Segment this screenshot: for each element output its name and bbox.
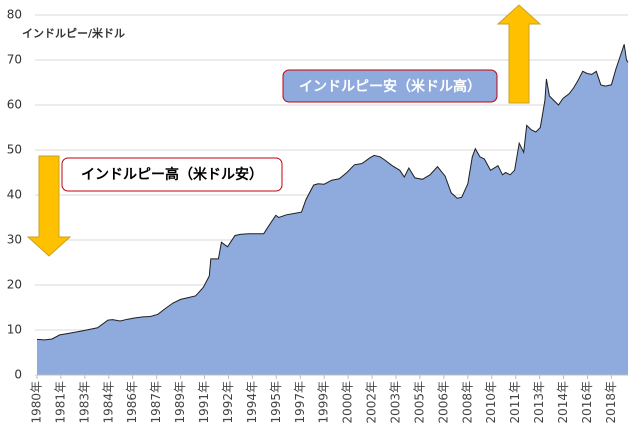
annotation: インドルピー高（米ドル安） <box>81 166 263 183</box>
x-tick-label: 1989年 <box>173 381 187 424</box>
x-tick-label: 2000年 <box>341 381 355 424</box>
x-tick-label: 1999年 <box>317 381 331 424</box>
x-tick-label: 2018年 <box>604 381 618 424</box>
plot: 0 10 20 30 40 50 60 70 80 1980年 1981年 1983年 1984年 198… <box>7 8 629 424</box>
x-tick-label: 1983年 <box>77 381 91 424</box>
x-tick-label: 2006年 <box>436 381 450 424</box>
x-tick-label: 1995年 <box>269 381 283 424</box>
annotations: インドルピー高（米ドル安） インドルピー安（米ドル高） <box>26 4 542 257</box>
x-tick-label: 2014年 <box>556 381 570 424</box>
y-tick-label: 70 <box>7 53 22 67</box>
x-tick-label: 2011年 <box>508 381 522 424</box>
annotation-box <box>282 69 498 103</box>
x-tick-label: 1980年 <box>30 381 44 424</box>
y-tick-label: 50 <box>7 143 22 157</box>
up-arrow <box>496 4 542 104</box>
x-tick-label: 1992年 <box>221 381 235 424</box>
x-tick-label: 1981年 <box>53 381 67 424</box>
x-tick-label: 1987年 <box>149 381 163 424</box>
down-arrow <box>26 155 72 257</box>
y-tick-label: 0 <box>14 368 22 382</box>
annotation-box <box>61 157 283 192</box>
x-tick-label: 2005年 <box>412 381 426 424</box>
x-tick-label: 2008年 <box>460 381 474 424</box>
y-tick-label: 60 <box>7 98 22 112</box>
y-axis-label: インドルピー/米ドル <box>22 26 125 40</box>
y-tick-label: 10 <box>7 323 22 337</box>
x-tick-label: 2010年 <box>484 381 498 424</box>
y-tick-label: 80 <box>7 8 22 22</box>
y-tick-label: 30 <box>7 233 22 247</box>
y-tick-label: 20 <box>7 278 22 292</box>
x-tick-label: 2016年 <box>580 381 594 424</box>
x-tick-label: 2003年 <box>388 381 402 424</box>
x-tick-label: 1986年 <box>125 381 139 424</box>
y-tick-label: 40 <box>7 188 22 202</box>
area-line <box>36 44 629 341</box>
x-tick-label: 2013年 <box>532 381 546 424</box>
area <box>37 44 628 376</box>
x-tick-label: 2002年 <box>365 381 379 424</box>
x-tick-label: 1994年 <box>245 381 259 424</box>
x-tick-label: 1984年 <box>101 381 115 424</box>
x-tick-label: 1991年 <box>197 381 211 424</box>
x-tick-label: 1997年 <box>293 381 307 424</box>
annotation: インドルピー安（米ドル高） <box>299 78 481 95</box>
